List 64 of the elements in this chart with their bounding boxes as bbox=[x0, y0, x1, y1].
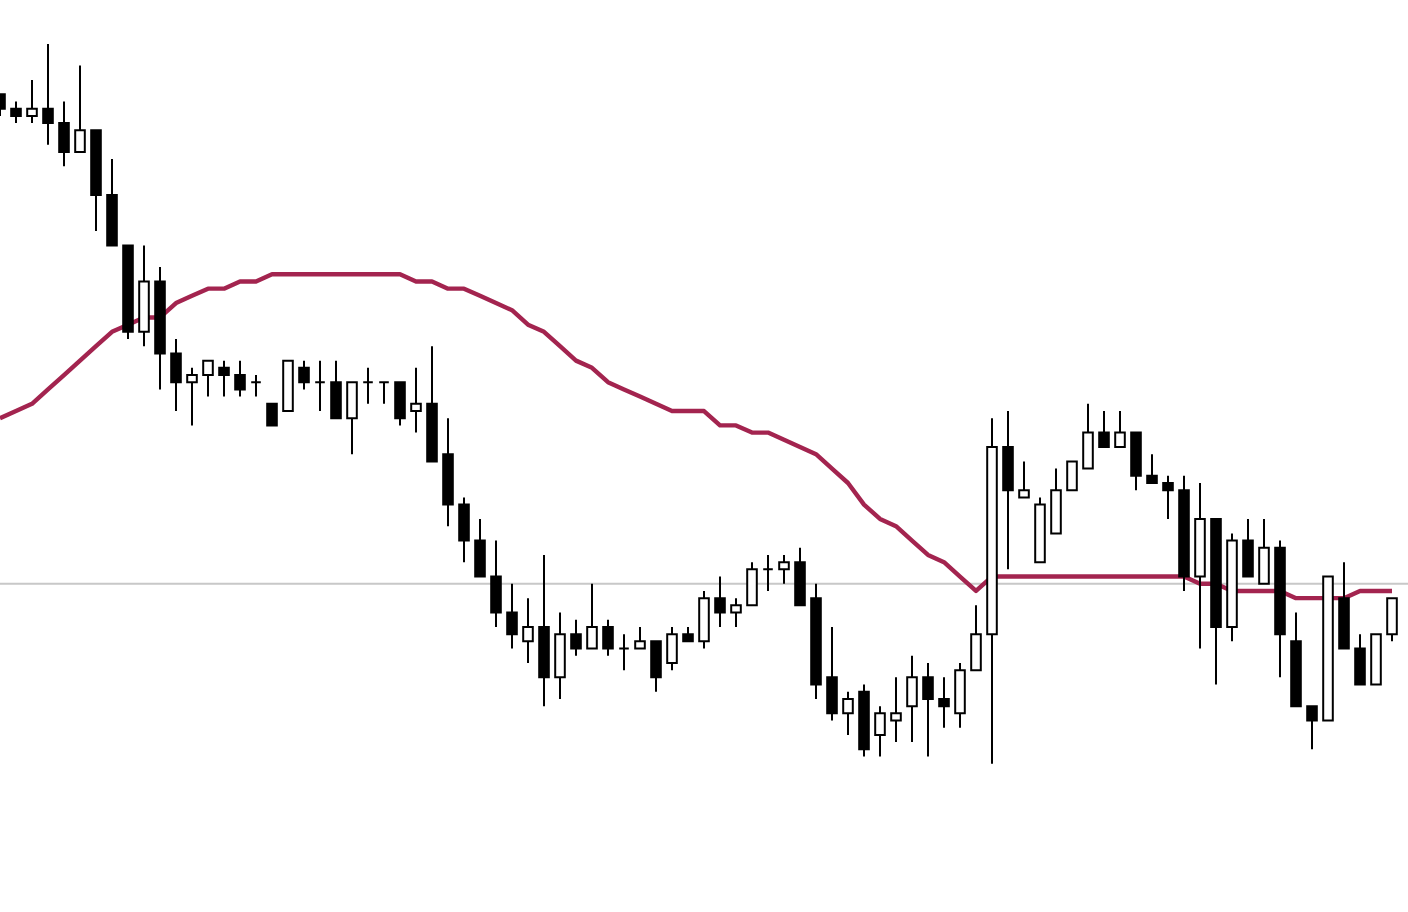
candlestick bbox=[506, 582, 518, 650]
candlestick bbox=[906, 654, 918, 744]
candlestick bbox=[618, 633, 630, 672]
candlestick bbox=[1354, 633, 1366, 686]
candlestick bbox=[874, 705, 886, 758]
candlestick bbox=[1114, 410, 1126, 448]
candlestick bbox=[490, 539, 502, 628]
candlestick bbox=[42, 42, 54, 146]
candlestick bbox=[362, 366, 374, 405]
candlestick bbox=[186, 366, 198, 427]
candlestick bbox=[922, 661, 934, 758]
candlestick bbox=[26, 78, 38, 125]
candlestick bbox=[954, 661, 966, 729]
candlestick bbox=[410, 366, 422, 434]
candlestick bbox=[970, 604, 982, 672]
candlestick bbox=[602, 618, 614, 657]
candlestick bbox=[698, 589, 710, 650]
candlestick bbox=[314, 359, 326, 413]
candlestick bbox=[890, 676, 902, 744]
candlestick bbox=[1242, 517, 1254, 578]
candlestick bbox=[74, 64, 86, 153]
candlestick bbox=[842, 690, 854, 736]
candlestick bbox=[298, 359, 310, 391]
candlestick bbox=[218, 359, 230, 398]
candlestick bbox=[762, 553, 774, 592]
candlestick bbox=[378, 381, 390, 405]
candlestick bbox=[330, 359, 342, 420]
candlestick bbox=[474, 517, 486, 578]
candlestick bbox=[1130, 431, 1142, 492]
candlestick bbox=[1066, 460, 1078, 492]
candlestick bbox=[458, 496, 470, 564]
candlestick bbox=[730, 597, 742, 628]
candlestick bbox=[10, 100, 22, 125]
candlestick bbox=[1098, 410, 1110, 448]
candlestick bbox=[170, 338, 182, 413]
candlestick bbox=[746, 561, 758, 607]
candlestick bbox=[1002, 410, 1014, 571]
candlestick bbox=[1082, 402, 1094, 470]
candlestick bbox=[394, 381, 406, 427]
candlestick bbox=[266, 402, 278, 427]
candlestick bbox=[938, 676, 950, 729]
candlestick bbox=[1162, 474, 1174, 520]
candlestick bbox=[1018, 460, 1030, 499]
candlestick bbox=[1258, 517, 1270, 585]
candlestick bbox=[250, 374, 262, 398]
candlestick bbox=[794, 546, 806, 607]
candlestick bbox=[778, 553, 790, 585]
candlestick bbox=[346, 381, 358, 456]
candlestick bbox=[1146, 453, 1158, 484]
candlestick bbox=[650, 640, 662, 693]
candlestick bbox=[634, 625, 646, 650]
candlestick bbox=[586, 582, 598, 650]
candlestick bbox=[666, 625, 678, 672]
candlestick bbox=[714, 575, 726, 628]
candlestick bbox=[202, 359, 214, 398]
candlestick bbox=[1386, 597, 1398, 643]
candlestick bbox=[522, 597, 534, 664]
candlestick bbox=[1306, 705, 1318, 751]
candlestick bbox=[554, 611, 566, 700]
candlestick bbox=[826, 625, 838, 722]
candlestick bbox=[1050, 467, 1062, 535]
candlestick bbox=[234, 359, 246, 398]
candlestick bbox=[58, 100, 70, 168]
candlestick bbox=[570, 618, 582, 657]
